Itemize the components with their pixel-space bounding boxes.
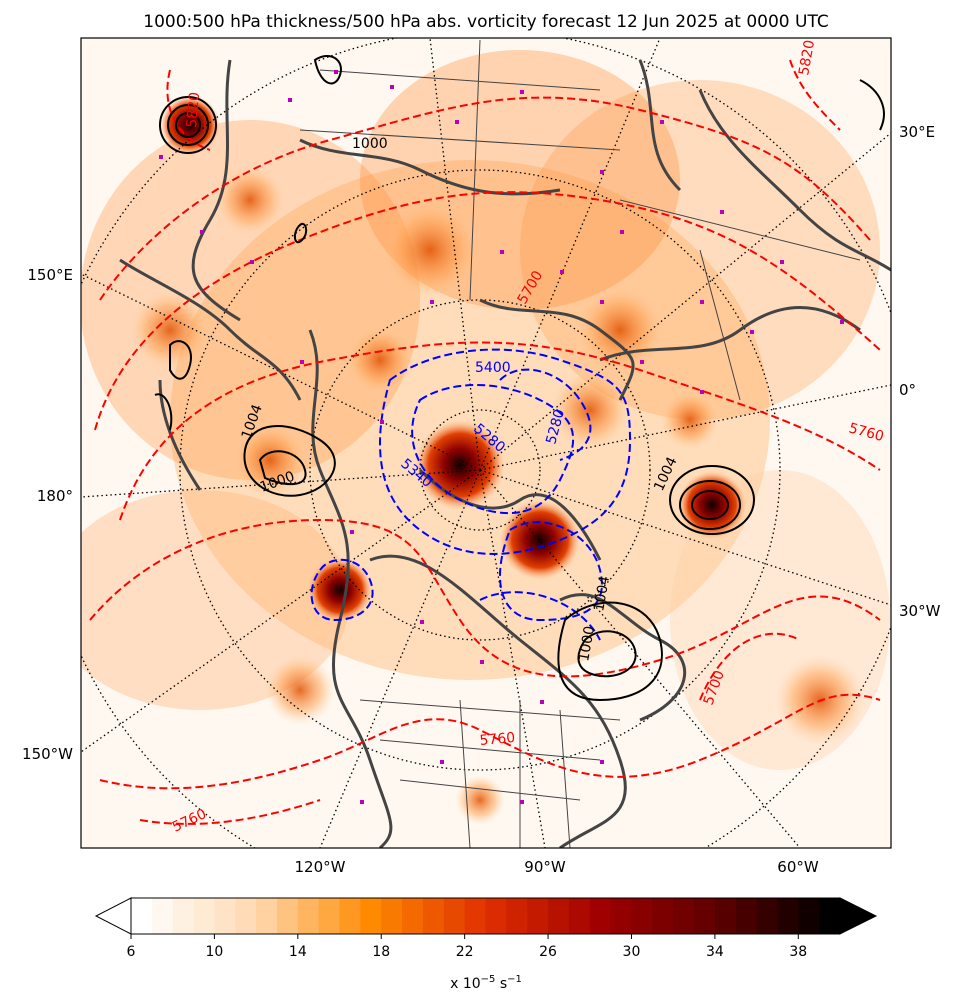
colorbar-cell — [568, 898, 591, 934]
pressure-extrema-markers — [159, 70, 844, 804]
colorbar-cell — [673, 898, 695, 934]
colorbar-tick-label: 34 — [706, 944, 724, 960]
thickness-label-warm-7: 5760 — [479, 730, 516, 749]
colorbar-cell — [214, 898, 236, 934]
colorbar-tick-label: 30 — [623, 944, 641, 960]
colorbar-tick-label: 26 — [539, 944, 557, 960]
colorbar-cell — [589, 898, 612, 934]
colorbar-unit-label: x 10−5 s−1 — [450, 974, 522, 992]
lon-label-180: 180° — [37, 487, 73, 505]
colorbar-cell — [652, 898, 674, 934]
map-title: 1000:500 hPa thickness/500 hPa abs. vort… — [143, 12, 828, 32]
lon-label-30w: 30°W — [899, 602, 941, 620]
lon-label-60w: 60°W — [777, 858, 819, 876]
colorbar-tick-label: 38 — [789, 944, 807, 960]
lon-label-90w: 90°W — [524, 858, 566, 876]
longitude-labels: 30°E 0° 30°W 150°E 180° 150°W 120°W 90°W… — [22, 123, 941, 876]
pressure-label-3: 1000 — [576, 625, 598, 663]
colorbar-cell — [151, 898, 174, 934]
thickness-label-warm-5: 5820 — [184, 91, 203, 128]
lon-label-120w: 120°W — [295, 858, 346, 876]
colorbar-cell — [443, 898, 466, 934]
colorbar-tick-label: 22 — [456, 944, 474, 960]
colorbar-cell — [422, 898, 445, 934]
colorbar-cell — [402, 898, 424, 934]
unit-exponent-1: −5 — [481, 974, 496, 985]
colorbar-cell — [318, 898, 341, 934]
lon-label-150w: 150°W — [22, 745, 73, 763]
colorbar: 6 10 14 18 22 26 30 34 38 x 10−5 s−1 — [94, 897, 878, 992]
colorbar-cell — [339, 898, 361, 934]
colorbar-cell — [235, 898, 257, 934]
colorbar-cell — [798, 898, 820, 934]
colorbar-cell — [131, 898, 153, 934]
colorbar-cell — [777, 898, 799, 934]
colorbar-cell — [819, 898, 841, 934]
unit-prefix: x 10 — [450, 976, 481, 992]
colorbar-cell — [381, 898, 403, 934]
pressure-contours — [154, 55, 885, 702]
colorbar-min-extension — [94, 897, 132, 935]
map-frame — [80, 37, 892, 849]
contour-labels: 5760 5700 5760 5820 5820 5700 5760 5280 … — [170, 39, 886, 836]
unit-middle: s — [495, 976, 507, 992]
colorbar-cell — [276, 898, 299, 934]
colorbar-cell — [735, 898, 758, 934]
colorbar-cells — [131, 898, 841, 934]
colorbar-cell — [464, 898, 487, 934]
borders — [299, 39, 861, 848]
colorbar-cell — [297, 898, 320, 934]
colorbar-max-extension — [839, 897, 878, 935]
colorbar-tick-label: 18 — [372, 944, 390, 960]
colorbar-cell — [631, 898, 653, 934]
colorbar-cell — [360, 898, 382, 934]
thickness-contours-cold — [310, 348, 632, 641]
pressure-label-4: 1004 — [591, 575, 613, 613]
colorbar-cell — [610, 898, 633, 934]
pressure-label-6: 1000 — [352, 136, 388, 152]
colorbar-cell — [506, 898, 528, 934]
thickness-contours-warm — [89, 59, 881, 825]
vorticity-shading — [81, 50, 890, 825]
thickness-label-warm-4: 5820 — [796, 39, 818, 77]
colorbar-cell — [714, 898, 737, 934]
colorbar-cell — [256, 898, 278, 934]
colorbar-tick-label: 10 — [205, 944, 223, 960]
colorbar-tick-label: 14 — [289, 944, 307, 960]
map-panel: 5760 5700 5760 5820 5820 5700 5760 5280 … — [81, 38, 891, 848]
colorbar-cell — [527, 898, 549, 934]
colorbar-cell — [756, 898, 779, 934]
colorbar-cell — [172, 898, 195, 934]
lon-label-150e: 150°E — [27, 266, 73, 284]
coastlines — [119, 59, 891, 848]
thickness-label-cold-3: 5400 — [475, 360, 511, 376]
unit-exponent-2: −1 — [507, 974, 522, 985]
lon-label-0: 0° — [899, 381, 916, 399]
colorbar-ticks: 6 10 14 18 22 26 30 34 38 — [127, 934, 807, 960]
colorbar-cell — [485, 898, 507, 934]
graticule — [81, 38, 891, 848]
colorbar-cell — [193, 898, 216, 934]
colorbar-frame — [130, 897, 841, 935]
colorbar-cell — [694, 898, 716, 934]
colorbar-cell — [548, 898, 570, 934]
colorbar-tick-label: 6 — [127, 944, 136, 960]
lon-label-30e: 30°E — [899, 123, 935, 141]
